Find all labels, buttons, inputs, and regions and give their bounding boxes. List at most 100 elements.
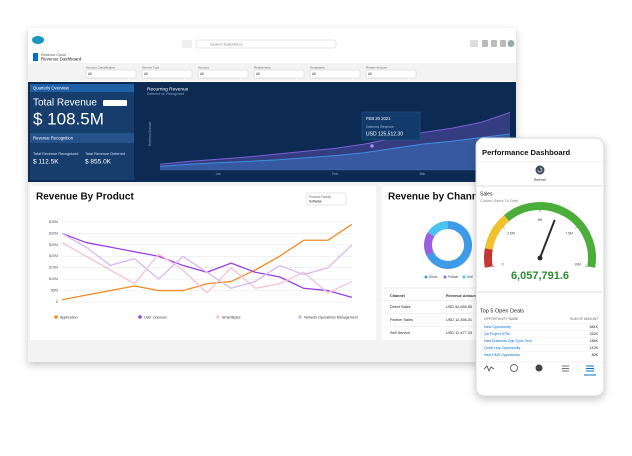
deal-amount: 252K bbox=[590, 332, 599, 336]
nav-pulse[interactable] bbox=[483, 365, 495, 372]
gauge-subtitle: Closed Sales To Date bbox=[480, 198, 519, 203]
area-line bbox=[159, 111, 511, 165]
table-cell: USD 12,477.03 bbox=[446, 331, 472, 335]
filter-value: All bbox=[88, 72, 92, 76]
legend-marker bbox=[462, 275, 466, 279]
filter-value: All bbox=[144, 72, 148, 76]
y-tick-label: $5M bbox=[51, 289, 58, 293]
tooltip-dot bbox=[370, 144, 374, 148]
product-dropdown[interactable] bbox=[305, 192, 347, 206]
y-tick-label: 0 bbox=[56, 300, 58, 304]
table-cell: Direct Sales bbox=[390, 305, 411, 309]
area-fill bbox=[160, 112, 510, 170]
filter-value: All bbox=[368, 72, 372, 76]
filter-box[interactable] bbox=[309, 69, 361, 79]
table-cell: Self Service bbox=[390, 331, 410, 335]
deal-name[interactable]: New DMS Opportunity bbox=[484, 353, 520, 357]
avatar[interactable] bbox=[507, 40, 515, 47]
y-tick-label: $20M bbox=[49, 254, 58, 258]
nav-list[interactable] bbox=[562, 365, 569, 372]
x-tick-label: Feb bbox=[332, 172, 338, 176]
chart-title: Revenue by Channel bbox=[388, 192, 487, 203]
legend-label: Self bbox=[467, 275, 473, 279]
search-scope[interactable] bbox=[182, 40, 192, 48]
filter-label: Account bbox=[198, 65, 209, 69]
refresh-button[interactable] bbox=[535, 165, 545, 175]
y-tick-label: $10M bbox=[49, 277, 58, 281]
dropdown-value: Software bbox=[309, 199, 322, 203]
gauge-tick-label: 10M bbox=[574, 262, 581, 266]
icon[interactable] bbox=[470, 40, 478, 47]
y-axis-label: Revenue Amount bbox=[148, 122, 152, 147]
y-tick-label: $30M bbox=[49, 231, 58, 235]
gauge-tick-label: 5M bbox=[538, 218, 543, 222]
deal-name[interactable]: Quick Hop Opportunity bbox=[484, 346, 521, 350]
filter-box[interactable] bbox=[197, 69, 249, 79]
series-line bbox=[61, 232, 353, 289]
divider bbox=[476, 291, 604, 293]
nav-clock[interactable] bbox=[510, 364, 518, 372]
y-tick-label: $35M bbox=[49, 220, 58, 224]
tooltip-value: USD 125,512.30 bbox=[366, 131, 403, 137]
deal-amount: 581K bbox=[590, 325, 599, 329]
dashboard-icon bbox=[33, 53, 38, 61]
y-tick-label: $25M bbox=[49, 243, 58, 247]
legend-marker bbox=[54, 315, 58, 319]
overview-heading-bar bbox=[30, 84, 134, 92]
legend-label: Direct bbox=[429, 275, 437, 279]
table-header: Channel bbox=[390, 294, 405, 298]
donut-segment bbox=[424, 232, 435, 256]
table-cell: Partner Sales bbox=[390, 318, 413, 322]
filter-box[interactable] bbox=[141, 69, 193, 79]
search-box[interactable] bbox=[195, 39, 337, 49]
gauge-needle bbox=[539, 219, 556, 259]
deal-amount: 186K bbox=[590, 339, 599, 343]
legend-label: Network Operations Management bbox=[304, 315, 358, 319]
filter-label: Service Type bbox=[142, 65, 160, 69]
chart-title: Recurring Revenue bbox=[147, 86, 189, 92]
filter-box[interactable] bbox=[253, 69, 305, 79]
legend-label: SmartBytes bbox=[222, 315, 241, 319]
legend-label: User Licenses bbox=[144, 315, 167, 319]
divider bbox=[476, 185, 604, 187]
app-name: Revenue Cloud bbox=[41, 53, 66, 57]
gauge-title: Sales bbox=[480, 191, 493, 197]
deal-name[interactable]: New Business Opp Sync Tech bbox=[484, 339, 532, 343]
product-card bbox=[30, 186, 376, 340]
donut-segment bbox=[427, 221, 449, 237]
deferred-label: Total Revenue Deferred bbox=[85, 152, 125, 156]
search-placeholder: Search Salesforce bbox=[210, 41, 243, 46]
deals-header: OPPORTUNITY NAME bbox=[484, 317, 519, 321]
deals-header: SUM OF AMOUNT bbox=[570, 317, 598, 321]
icon[interactable] bbox=[500, 40, 506, 47]
deal-amount: 110K bbox=[590, 346, 599, 350]
icon[interactable] bbox=[482, 40, 488, 47]
dashboard-title: Revenue Dashboard bbox=[41, 57, 82, 62]
x-tick-label: Jan bbox=[216, 172, 222, 176]
gauge-value: 6,057,791.6 bbox=[511, 270, 569, 282]
deal-name[interactable]: Qa Project 575e bbox=[484, 332, 510, 336]
icon[interactable] bbox=[491, 40, 497, 47]
table-header: Revenue Amount bbox=[446, 294, 478, 298]
deal-amount: 80K bbox=[592, 353, 599, 357]
filter-value: All bbox=[256, 72, 260, 76]
table-cell: USD 12,456.31 bbox=[446, 318, 472, 322]
deal-name[interactable]: New Opportunity bbox=[484, 325, 511, 329]
tooltip-label: Deferred Revenue bbox=[366, 125, 394, 129]
filter-box[interactable] bbox=[365, 69, 417, 79]
phone-frame bbox=[475, 137, 605, 397]
desktop-content: Search Salesforce Revenue Cloud Revenue … bbox=[28, 28, 516, 362]
legend-marker bbox=[298, 315, 302, 319]
filter-label: Account Classification bbox=[86, 65, 116, 69]
refresh-icon bbox=[537, 167, 543, 173]
area-fill bbox=[160, 134, 510, 170]
filter-label: Relationship bbox=[254, 65, 271, 69]
legend-marker bbox=[216, 315, 220, 319]
recognition-bar bbox=[30, 133, 134, 143]
nav-menu[interactable] bbox=[586, 365, 594, 372]
filter-box[interactable] bbox=[85, 69, 137, 79]
deals-title: Top 5 Open Deals bbox=[480, 308, 524, 314]
badge[interactable] bbox=[103, 100, 127, 106]
legend-marker bbox=[138, 315, 142, 319]
nav-app[interactable] bbox=[535, 364, 543, 372]
